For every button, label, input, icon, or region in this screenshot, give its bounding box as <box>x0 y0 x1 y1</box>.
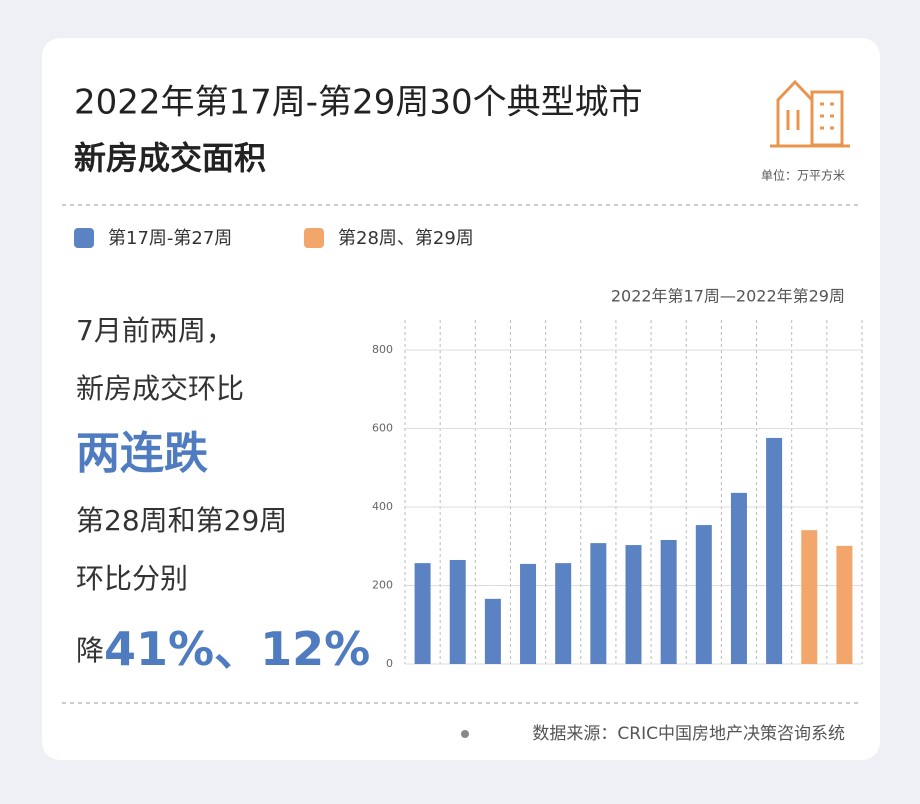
y-tick-label: 0 <box>386 657 393 670</box>
bar <box>449 559 466 664</box>
annotation-figures: 41%、12% <box>104 622 370 676</box>
annotation-prefix: 降 <box>76 634 104 667</box>
unit: 单位：万平方米 <box>761 168 845 183</box>
bar <box>730 492 747 664</box>
annotation: 环比分别 <box>76 562 188 595</box>
legend-swatch <box>74 228 94 248</box>
legend-swatch <box>304 228 324 248</box>
bar <box>555 563 572 664</box>
building-icon <box>770 79 850 148</box>
legend-label: 第17周-第27周 <box>108 228 232 249</box>
bar <box>520 563 537 664</box>
bar <box>590 543 607 664</box>
headline: 两连跌 <box>76 428 208 479</box>
source-dot <box>461 730 469 738</box>
bar <box>660 539 677 664</box>
subtitle: 新房成交面积 <box>74 139 266 177</box>
annotation: 新房成交环比 <box>76 372 244 405</box>
period: 2022年第17周—2022年第29周 <box>611 287 845 306</box>
bar <box>766 437 783 664</box>
bar <box>695 525 712 664</box>
bar <box>414 563 431 664</box>
bar <box>836 545 853 664</box>
legend-label: 第28周、第29周 <box>338 228 474 249</box>
bar <box>625 545 642 664</box>
y-tick-label: 800 <box>372 343 393 356</box>
y-tick-label: 400 <box>372 500 393 513</box>
annotation: 7月前两周， <box>76 314 234 347</box>
y-tick-label: 200 <box>372 579 393 592</box>
source: 数据来源：CRIC中国房地产决策咨询系统 <box>532 724 845 744</box>
annotation: 第28周和第29周 <box>76 504 287 537</box>
y-tick-label: 600 <box>372 422 393 435</box>
bar <box>484 598 501 664</box>
bar <box>801 530 818 664</box>
title: 2022年第17周-第29周30个典型城市 <box>74 83 643 123</box>
annotation: 降41%、12% <box>76 622 370 676</box>
